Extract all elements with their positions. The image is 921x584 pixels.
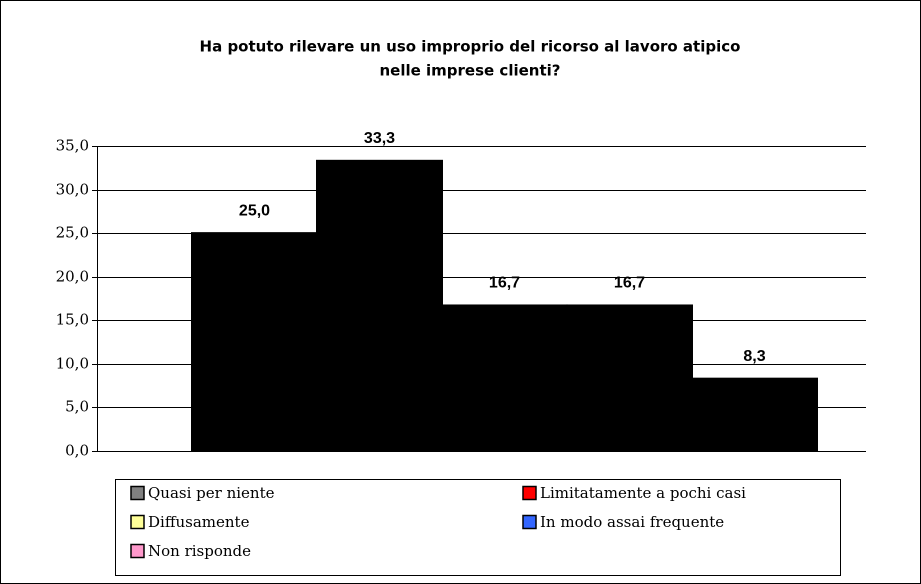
y-tick-label: 10,0: [56, 355, 89, 373]
y-tick-label: 35,0: [56, 137, 89, 155]
y-tick-label: 20,0: [56, 268, 89, 286]
data-label: 16,7: [614, 275, 645, 292]
legend-swatch: [522, 514, 537, 530]
y-tick-label: 5,0: [65, 398, 89, 416]
legend-label: In modo assai frequente: [540, 513, 724, 531]
legend-label: Quasi per niente: [148, 484, 275, 502]
chart-title: nelle imprese clienti?: [380, 62, 561, 80]
data-label: 25,0: [239, 202, 270, 219]
bar: [316, 159, 443, 452]
legend-swatch: [130, 514, 145, 530]
legend-label: Non risponde: [148, 542, 251, 560]
legend-swatch: [130, 543, 145, 559]
data-label: 8,3: [743, 348, 765, 365]
y-tick-label: 0,0: [65, 442, 89, 460]
legend-swatch: [522, 485, 537, 501]
y-tick-label: 25,0: [56, 224, 89, 242]
chart-title: Ha potuto rilevare un uso improprio del …: [200, 38, 741, 56]
bar: [691, 377, 818, 452]
legend-label: Limitatamente a pochi casi: [540, 484, 746, 502]
data-label: 16,7: [489, 275, 520, 292]
y-tick-label: 30,0: [56, 181, 89, 199]
legend-label: Diffusamente: [148, 513, 250, 531]
data-label: 33,3: [364, 130, 395, 147]
bar: [441, 304, 568, 452]
bar: [566, 304, 693, 452]
y-tick-label: 15,0: [56, 311, 89, 329]
bar: [191, 232, 318, 452]
legend-swatch: [130, 485, 145, 501]
legend-box: [115, 479, 841, 576]
